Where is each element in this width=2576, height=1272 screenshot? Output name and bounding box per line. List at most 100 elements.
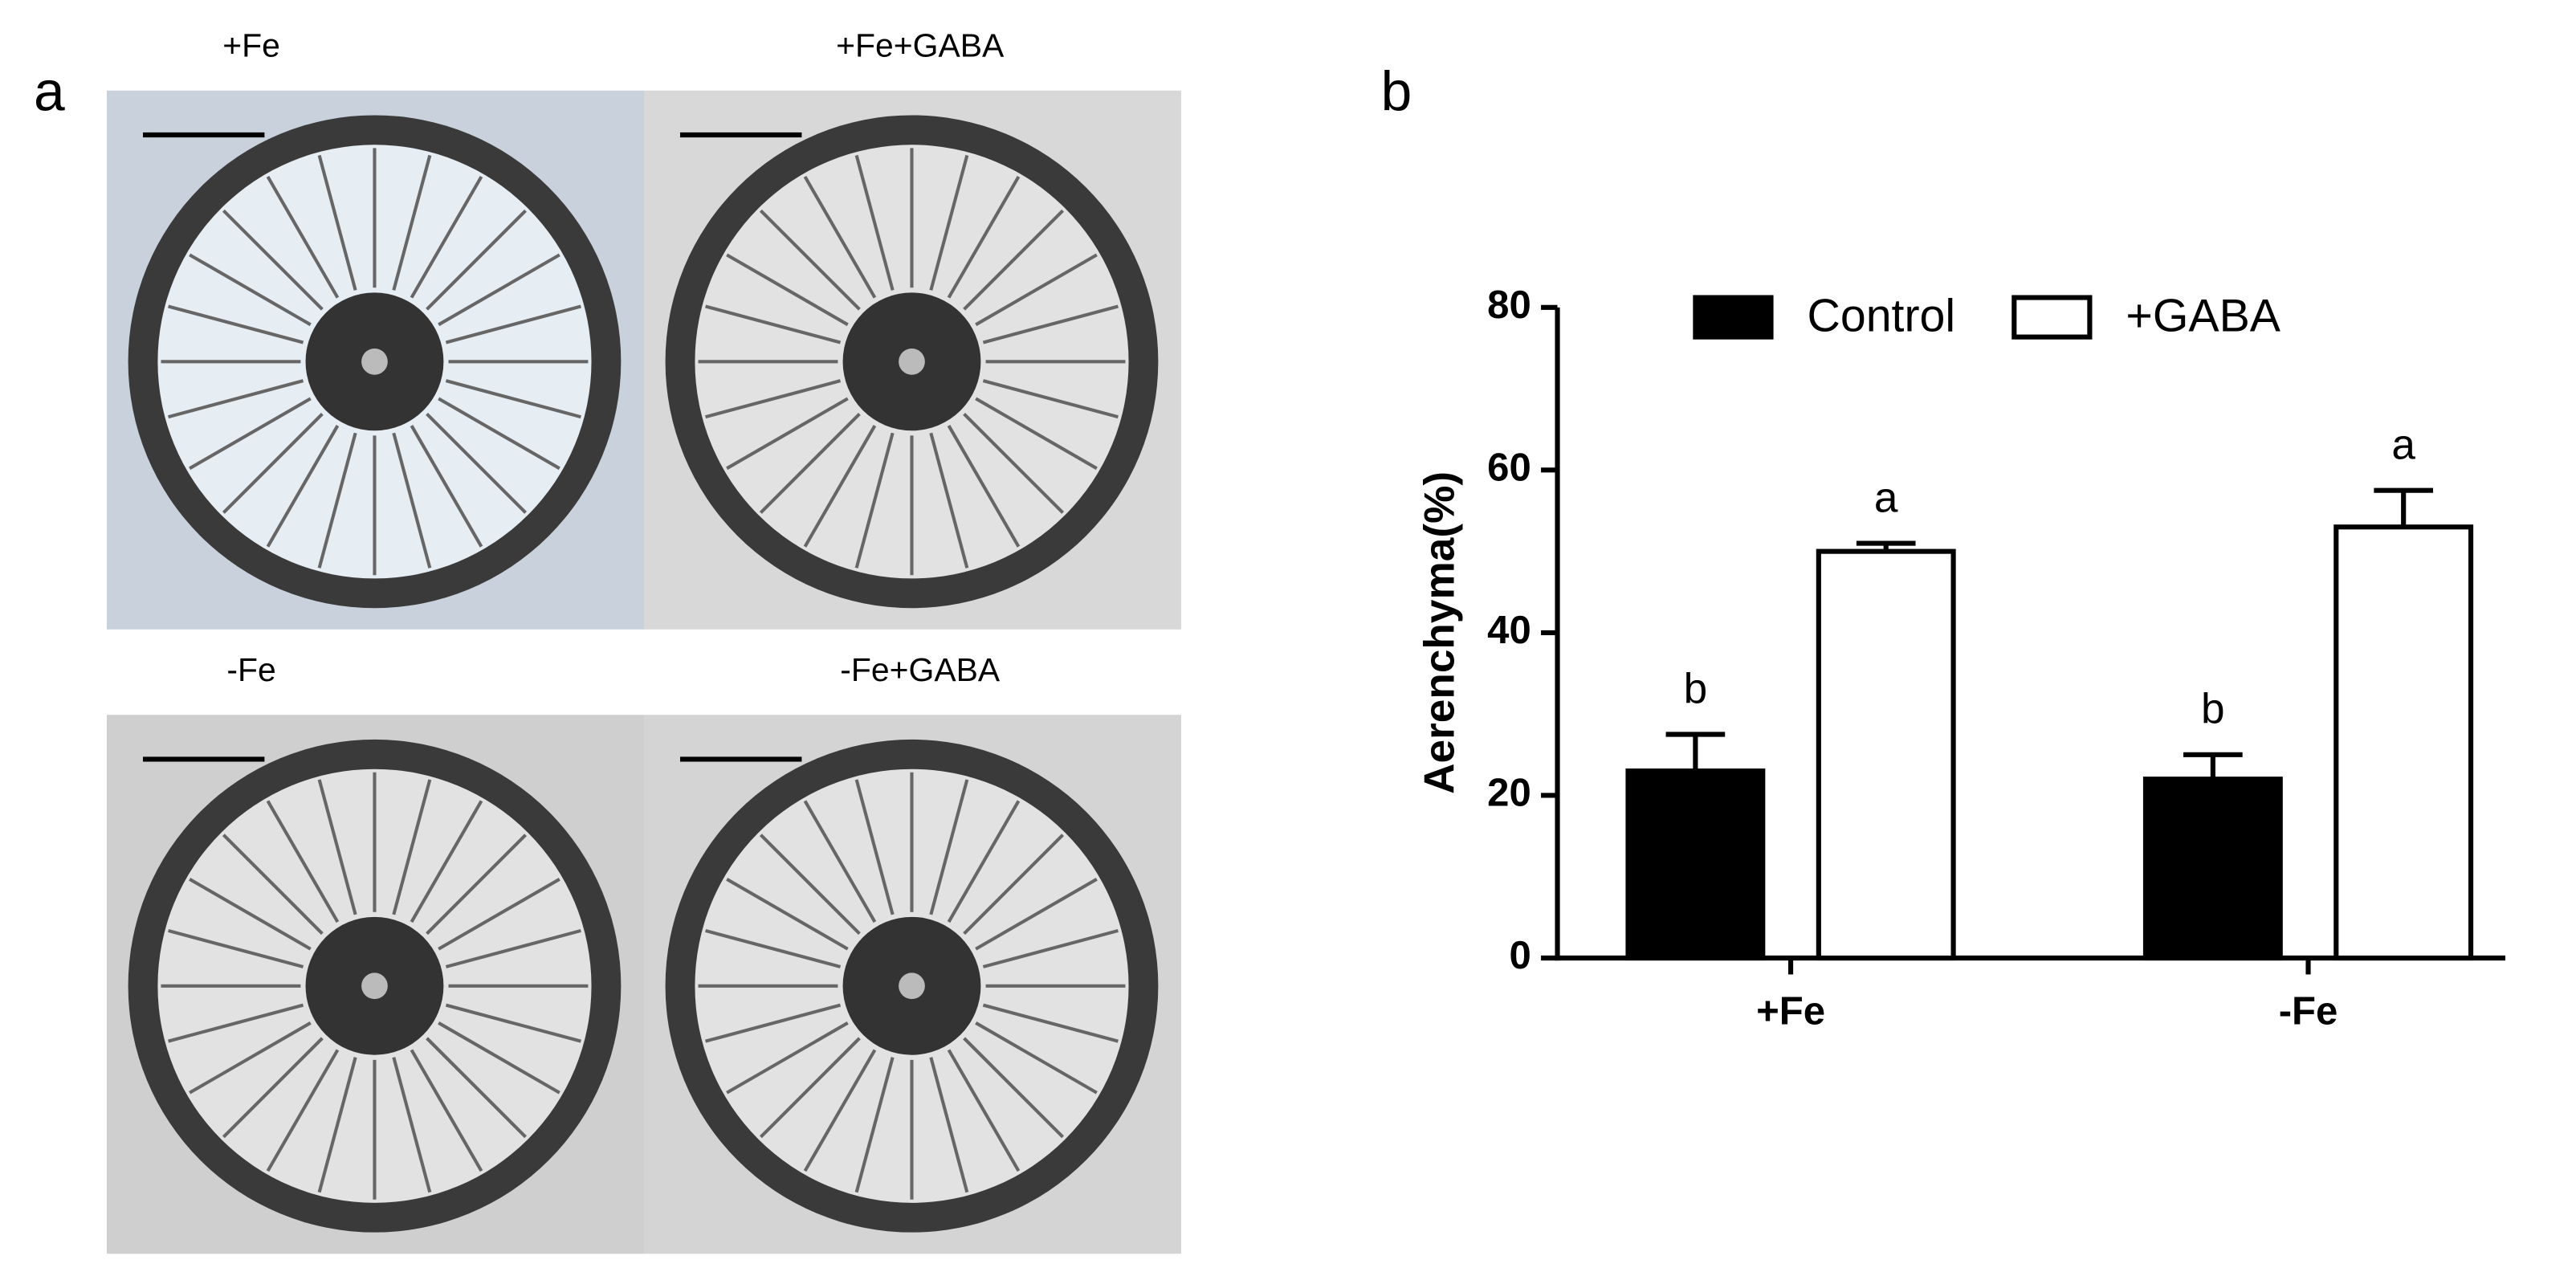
image-label: -Fe+GABA [840,651,1001,688]
cell-wall [726,397,849,471]
cell-wall [266,175,340,299]
cell-wall [410,800,483,923]
cell-wall [317,432,357,569]
cell-wall [803,1049,877,1172]
cell-wall [445,304,581,344]
cell-wall [705,928,842,968]
cell-wall [803,425,877,548]
cell-wall [222,1037,324,1139]
legend-swatch [2011,295,2093,340]
cell-wall [854,1057,895,1193]
xylem [899,972,925,1000]
cell-wall [266,800,340,923]
cell-wall [803,175,877,299]
cell-wall [445,928,581,968]
cell-wall [726,1021,849,1095]
cell-wall [168,1003,304,1043]
cell-wall [982,1003,1119,1043]
panel-label: b [1381,59,1412,122]
cell-wall [947,175,1021,299]
legend-label: Control [1808,290,1956,341]
cell-wall [426,412,527,514]
cell-wall [705,304,842,344]
significance-letter: b [2201,686,2225,733]
cell-wall [410,175,483,299]
cell-wall [168,928,304,968]
cell-wall [392,154,432,291]
cell-wall [705,1003,842,1043]
image-label: -Fe [226,651,275,688]
cell-wall [189,253,312,327]
cell-wall [759,209,861,311]
cell-wall [929,432,969,569]
cell-wall [438,1021,560,1095]
cell-wall [963,412,1065,514]
cell-wall [438,253,560,327]
xylem [361,348,388,375]
cell-wall [317,154,357,291]
cell-wall [266,425,340,548]
cell-wall [759,1037,861,1139]
cell-wall [963,209,1065,311]
cell-wall [410,1049,483,1172]
cell-wall [168,304,304,344]
cell-wall [982,379,1119,419]
cell-wall [222,209,324,311]
cell-wall [854,779,895,915]
cell-wall [726,878,849,951]
cell-wall [392,779,432,915]
cell-wall [982,928,1119,968]
cell-wall [963,834,1065,936]
cell-wall [963,1037,1065,1139]
significance-letter: a [2391,422,2415,469]
panel-label: a [34,59,65,122]
y-tick-label: 0 [1509,934,1531,977]
cell-wall [189,1021,312,1095]
cell-wall [854,154,895,291]
micrographs: +Fe +Fe+GABA -Fe -Fe+GABA [106,26,1182,1254]
cell-wall [426,209,527,311]
cell-wall [929,779,969,915]
cell-wall [222,834,324,936]
cell-wall [168,379,304,419]
x-tick-label: -Fe [2279,990,2338,1034]
cell-wall [975,253,1098,327]
cell-wall [410,425,483,548]
cell-wall [392,1057,432,1193]
bar [2142,777,2283,961]
x-tick-label: +Fe [1756,990,1825,1034]
cell-wall [759,834,861,936]
legend-swatch [1693,295,1774,340]
cell-wall [222,412,324,514]
cell-wall [705,379,842,419]
cell-wall [438,397,560,471]
image-label: +Fe+GABA [836,26,1005,63]
cell-wall [947,800,1021,923]
bar [2333,524,2474,961]
cell-wall [854,432,895,569]
cell-wall [426,1037,527,1139]
bar [1625,768,1766,961]
xylem [361,972,388,1000]
cell-wall [189,878,312,951]
significance-letter: a [1874,474,1898,521]
cell-wall [803,800,877,923]
cell-wall [445,1003,581,1043]
cell-wall [975,878,1098,951]
cell-wall [947,425,1021,548]
cell-wall [982,304,1119,344]
cell-wall [317,779,357,915]
cell-wall [426,834,527,936]
y-tick-label: 80 [1487,283,1531,327]
y-tick-label: 20 [1487,771,1531,814]
cell-wall [975,397,1098,471]
cell-wall [947,1049,1021,1172]
y-axis-label: Aerenchyma(%) [1416,471,1463,794]
cell-wall [266,1049,340,1172]
bar [1816,548,1956,961]
cell-wall [189,397,312,471]
cell-wall [445,379,581,419]
cell-wall [929,154,969,291]
